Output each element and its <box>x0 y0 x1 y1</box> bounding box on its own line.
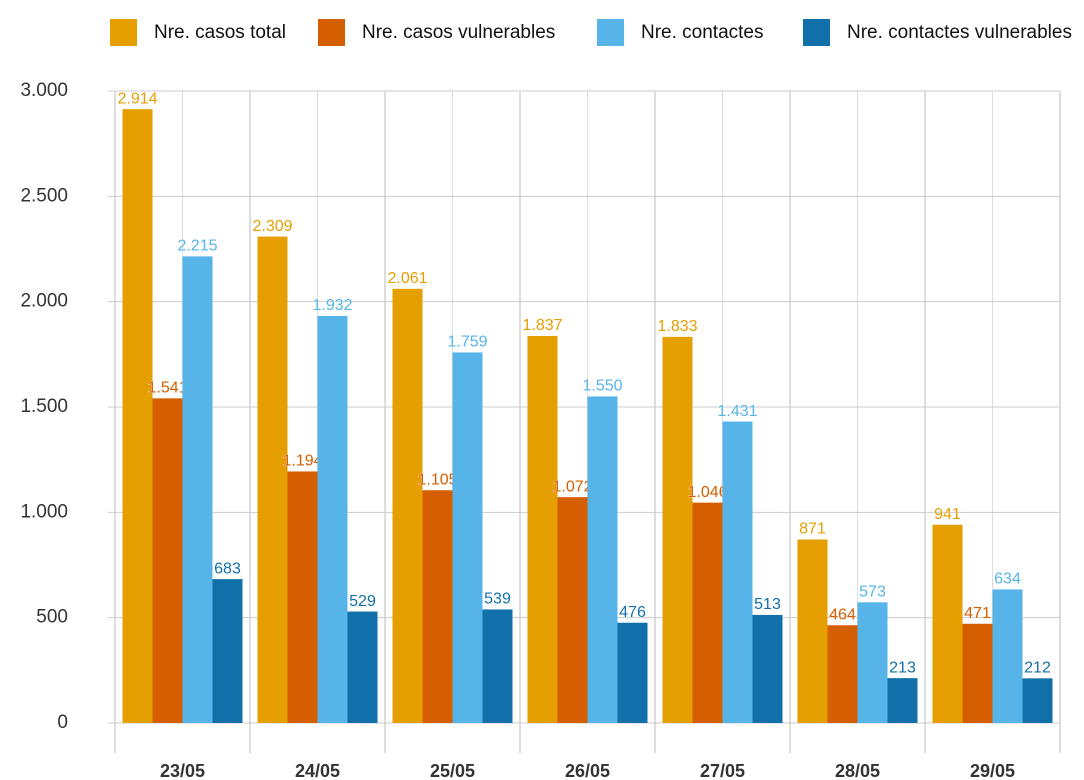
value-label: 573 <box>859 584 886 601</box>
legend-swatch <box>110 19 137 46</box>
bar <box>887 678 918 723</box>
bar <box>992 589 1023 723</box>
value-label: 2.215 <box>177 238 217 255</box>
bar <box>317 315 348 723</box>
y-tick-label: 2.500 <box>20 185 68 206</box>
value-label: 2.061 <box>387 270 427 287</box>
value-label: 476 <box>619 604 646 621</box>
bar <box>662 336 693 723</box>
y-tick-label: 1.500 <box>20 396 68 417</box>
value-label: 1.541 <box>147 380 187 397</box>
bar <box>557 497 588 723</box>
legend-label: Nre. casos vulnerables <box>362 22 555 43</box>
y-tick-label: 500 <box>36 607 68 628</box>
bar <box>797 539 828 723</box>
bar <box>962 623 993 723</box>
bar <box>452 352 483 723</box>
bar <box>527 336 558 723</box>
value-label: 1.194 <box>282 453 322 470</box>
value-label: 1.837 <box>522 317 562 334</box>
value-label: 941 <box>934 506 961 523</box>
legend-label: Nre. casos total <box>154 22 286 43</box>
bar <box>722 421 753 723</box>
bar <box>392 288 423 723</box>
bar <box>347 611 378 723</box>
value-label: 471 <box>964 605 991 622</box>
y-tick-label: 2.000 <box>20 291 68 312</box>
value-label: 683 <box>214 560 241 577</box>
bar <box>182 256 213 723</box>
bar <box>1022 678 1053 723</box>
x-tick-label: 25/05 <box>430 761 475 780</box>
legend-label: Nre. contactes vulnerables <box>847 22 1072 43</box>
value-label: 634 <box>994 571 1021 588</box>
x-tick-label: 29/05 <box>970 761 1015 780</box>
value-label: 529 <box>349 593 376 610</box>
value-label: 539 <box>484 591 511 608</box>
bar <box>827 625 858 723</box>
x-tick-label: 23/05 <box>160 761 205 780</box>
bar <box>752 614 783 723</box>
bar <box>257 236 288 723</box>
bar <box>587 396 618 723</box>
value-label: 2.914 <box>117 90 157 107</box>
x-tick-label: 28/05 <box>835 761 880 780</box>
value-label: 1.046 <box>687 484 727 501</box>
bar <box>932 524 963 723</box>
bar <box>152 398 183 723</box>
value-label: 1.759 <box>447 334 487 351</box>
bar <box>617 622 648 723</box>
value-label: 871 <box>799 521 826 538</box>
bar <box>122 109 153 724</box>
value-label: 212 <box>1024 660 1051 677</box>
bar <box>422 490 453 723</box>
legend-swatch <box>318 19 345 46</box>
value-label: 1.833 <box>657 318 697 335</box>
bar <box>287 471 318 723</box>
value-label: 1.431 <box>717 403 757 420</box>
bar <box>692 502 723 723</box>
bar <box>857 602 888 723</box>
value-label: 213 <box>889 659 916 676</box>
legend-label: Nre. contactes <box>641 22 764 43</box>
value-label: 1.072 <box>552 478 592 495</box>
y-tick-label: 3.000 <box>20 80 68 101</box>
value-label: 2.309 <box>252 218 292 235</box>
value-label: 1.932 <box>312 297 352 314</box>
bar <box>212 579 243 723</box>
value-label: 513 <box>754 596 781 613</box>
x-tick-label: 27/05 <box>700 761 745 780</box>
y-tick-label: 0 <box>57 712 68 733</box>
y-tick-label: 1.000 <box>20 501 68 522</box>
value-label: 1.105 <box>417 471 457 488</box>
x-tick-label: 26/05 <box>565 761 610 780</box>
value-label: 464 <box>829 606 856 623</box>
legend-swatch <box>803 19 830 46</box>
legend-swatch <box>597 19 624 46</box>
x-tick-label: 24/05 <box>295 761 340 780</box>
bar <box>482 609 513 723</box>
value-label: 1.550 <box>582 378 622 395</box>
